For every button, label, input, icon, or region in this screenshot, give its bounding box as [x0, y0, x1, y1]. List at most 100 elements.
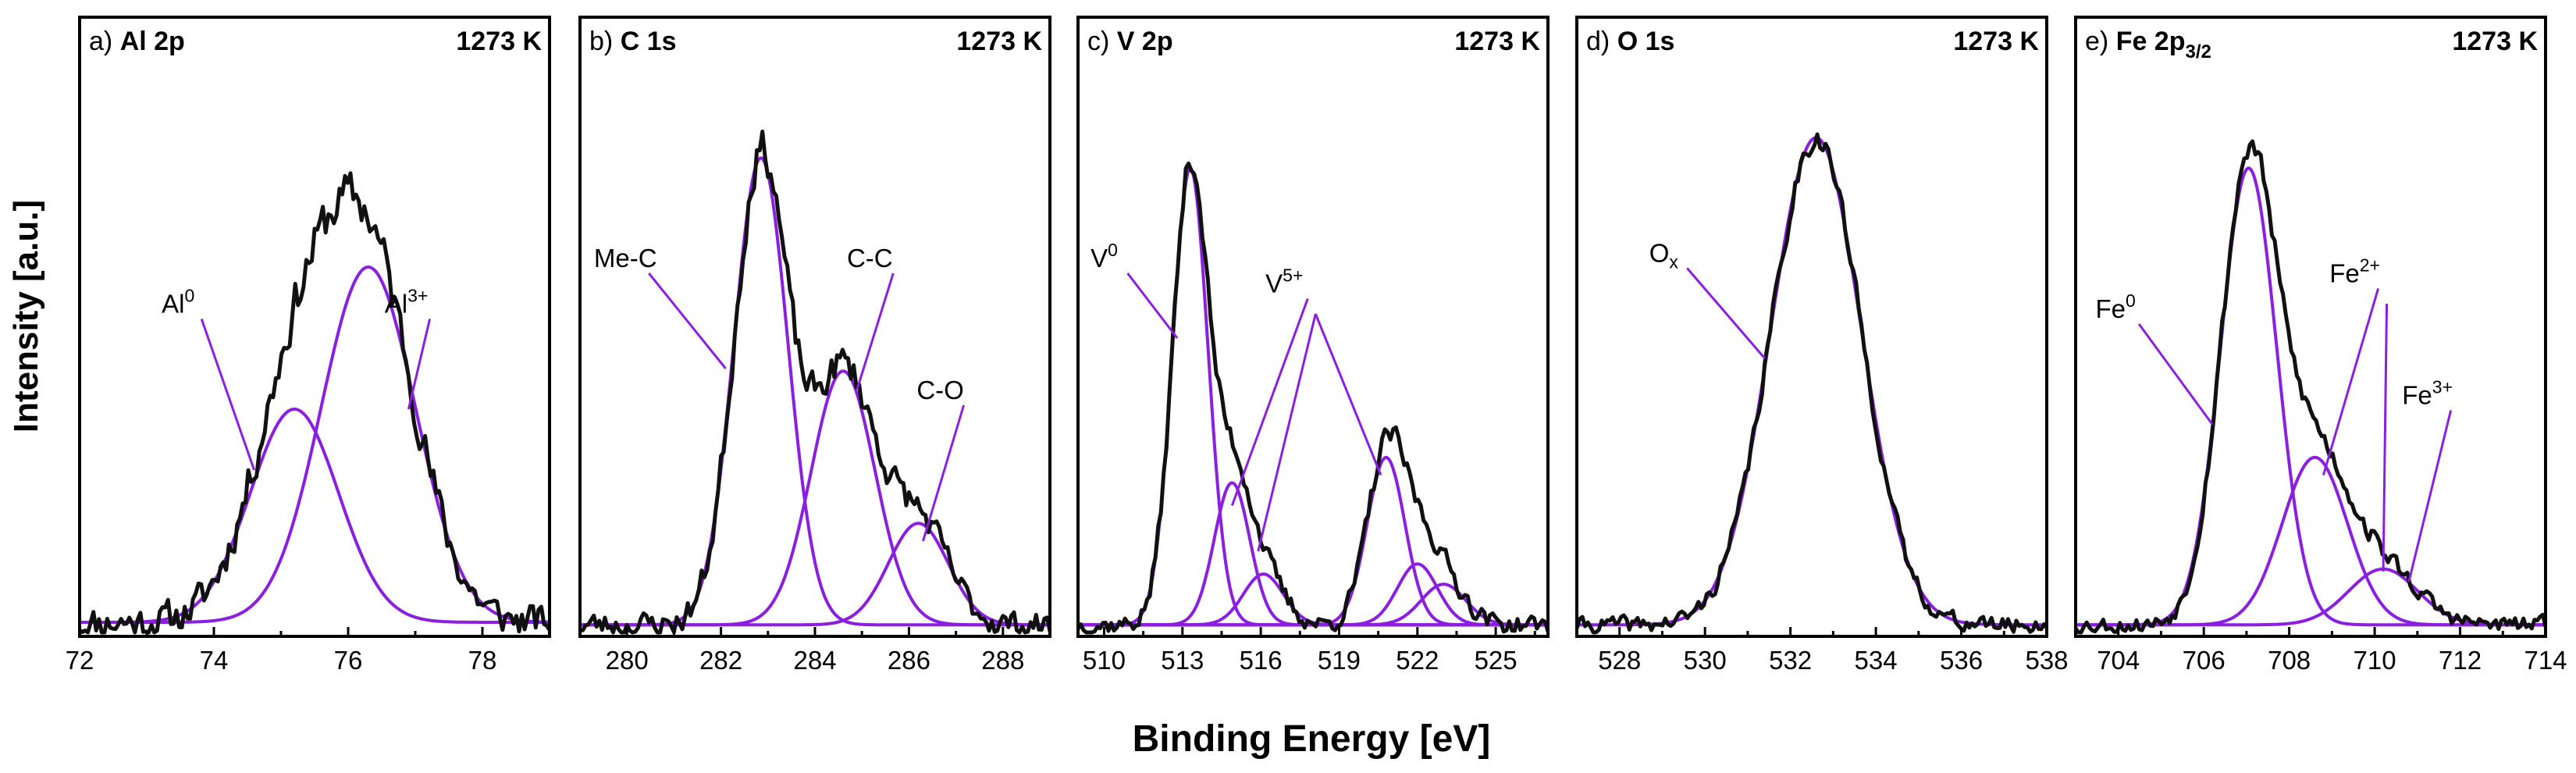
- annotation-leader: [2322, 288, 2380, 476]
- annotation-label: Al0: [162, 286, 194, 319]
- annotation-leader: [648, 273, 727, 369]
- x-tick-label: 538: [2025, 646, 2068, 675]
- annotation-leader: [1126, 273, 1179, 339]
- fit-component-C-O-2: [580, 522, 1050, 627]
- panel-element: C 1s: [621, 27, 677, 56]
- annotation-species: C-C: [847, 244, 893, 273]
- panel-letter: a): [89, 27, 120, 56]
- annotation-species: Al: [162, 290, 184, 319]
- annotation-species: Fe: [2402, 381, 2432, 410]
- panel-letter: d): [1586, 27, 1617, 56]
- annotation-label: C-O: [916, 376, 964, 404]
- x-tick-label: 704: [2097, 646, 2140, 675]
- annotation-label: Al3+: [385, 286, 429, 319]
- x-tick-label: 282: [699, 646, 742, 675]
- panel-d: 528 530 532 534 536 538 d) O 1s 1273 K Ox: [1575, 16, 2069, 675]
- annotation-leader: [1686, 267, 1766, 359]
- annotation-leader: [1230, 297, 1309, 507]
- panel-data: [80, 171, 550, 635]
- panel-frame: [2074, 16, 2547, 638]
- panel-title: a) Al 2p: [89, 27, 185, 56]
- raw-spectrum: [580, 130, 1050, 635]
- x-tick-label: 710: [2354, 646, 2396, 675]
- panel-frame: [1575, 16, 2048, 638]
- panel-data: [1577, 132, 2047, 635]
- x-tick-label: 534: [1855, 646, 1898, 675]
- x-tick-label: 706: [2183, 646, 2226, 675]
- panel-temperature: 1273 K: [1454, 27, 1540, 56]
- panel-b: 280 282 284 286 288 b) C 1s 1273 K Me-C C-C C-O: [578, 16, 1051, 675]
- x-tick-label: 76: [334, 646, 363, 675]
- fit-component-Fe-2+-1: [2076, 455, 2546, 627]
- panel-data: [2076, 139, 2546, 635]
- annotation-label: V5+: [1265, 265, 1303, 298]
- x-tick-label: 286: [888, 646, 930, 675]
- annotation-state: 3+: [407, 286, 428, 306]
- x-tick-label: 714: [2524, 646, 2567, 675]
- x-tick-label: 72: [66, 646, 94, 675]
- panel-temperature: 1273 K: [956, 27, 1042, 56]
- annotation-leader: [2137, 323, 2214, 426]
- x-axis-title: Binding Energy [eV]: [1133, 718, 1491, 760]
- y-axis-title: Intensity [a.u.]: [7, 200, 45, 433]
- annotation-state: 0: [1108, 240, 1118, 260]
- annotation-state: x: [1669, 252, 1678, 273]
- panel-title: b) C 1s: [589, 27, 677, 56]
- x-tick-label: 510: [1083, 646, 1126, 675]
- panel-temperature: 1273 K: [1953, 27, 2039, 56]
- fit-component-V-0-0: [1078, 166, 1548, 627]
- fit-component-Al-3+-1: [80, 265, 550, 624]
- x-tick-label: 280: [606, 646, 649, 675]
- fit-component-Fe-0-0: [2076, 166, 2546, 627]
- x-tick-label: 708: [2268, 646, 2311, 675]
- panel-element: O 1s: [1617, 27, 1675, 56]
- annotation-label: Fe0: [2095, 290, 2135, 323]
- annotation-leader: [200, 319, 256, 471]
- annotation-label: C-C: [847, 244, 893, 273]
- annotation-species: C-O: [916, 376, 964, 404]
- panel-letter: b): [589, 27, 621, 56]
- annotation-leader: [1257, 313, 1317, 552]
- fit-component-O-x-0: [1577, 136, 2047, 627]
- annotation-state: 0: [2126, 290, 2136, 311]
- panel-title: c) V 2p: [1087, 27, 1173, 56]
- annotation-leader: [922, 404, 966, 542]
- panel-title: e) Fe 2p3/2: [2085, 27, 2211, 62]
- annotation-species: V: [1091, 244, 1108, 273]
- annotation-leader: [856, 273, 895, 390]
- panel-data: [580, 130, 1050, 635]
- panel-frame: [1076, 16, 1550, 638]
- annotation-species: O: [1649, 239, 1670, 268]
- raw-spectrum: [1078, 161, 1548, 635]
- annotation-state: 2+: [2360, 255, 2380, 276]
- raw-spectrum: [2076, 139, 2546, 635]
- annotation-species: Al: [385, 290, 407, 319]
- annotation-state: 3+: [2432, 377, 2453, 397]
- annotation-leader: [407, 319, 432, 410]
- annotation-species: V: [1265, 269, 1283, 298]
- raw-spectrum: [1577, 132, 2047, 635]
- fit-component-V-5+-1: [1078, 481, 1548, 627]
- fit-component-C-C-1: [580, 369, 1050, 627]
- x-tick-label: 284: [793, 646, 836, 675]
- x-tick-label: 513: [1161, 646, 1204, 675]
- panel-temperature: 1273 K: [456, 27, 542, 56]
- annotation-species: Fe: [2329, 259, 2360, 288]
- panel-frame: [578, 16, 1051, 638]
- panel-element: V 2p: [1117, 27, 1173, 56]
- annotation-state: 0: [184, 286, 194, 306]
- panel-element: Al 2p: [120, 27, 185, 56]
- annotation-state: 5+: [1283, 265, 1303, 286]
- panel-temperature: 1273 K: [2452, 27, 2538, 56]
- annotation-label: Fe2+: [2329, 255, 2380, 288]
- annotation-label: Me-C: [594, 244, 657, 273]
- annotation-label: Fe3+: [2402, 377, 2453, 410]
- fit-component-Fe-3+-2: [2076, 567, 2546, 627]
- x-tick-label: 525: [1475, 646, 1517, 675]
- annotation-species: Me-C: [594, 244, 657, 273]
